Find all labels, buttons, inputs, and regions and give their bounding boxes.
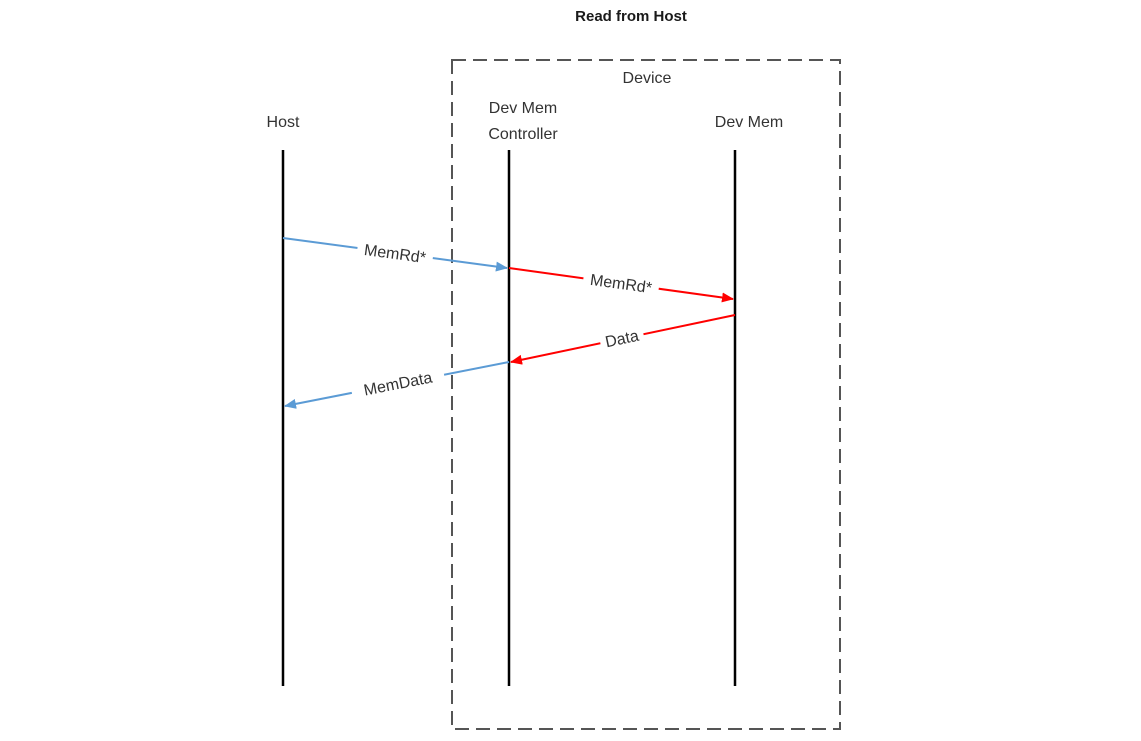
message-label-data-devmem-to-controller: Data <box>604 328 641 352</box>
device-boundary-label: Device <box>623 70 672 87</box>
message-label-bg <box>598 323 646 355</box>
lifeline-label-dev-mem-controller-line2: Controller <box>488 126 558 143</box>
message-label-bg <box>581 267 661 301</box>
lifeline-label-host: Host <box>267 114 300 131</box>
lifeline-label-dev-mem: Dev Mem <box>715 114 783 131</box>
message-label-bg <box>349 364 447 404</box>
diagram-title: Read from Host <box>575 8 687 25</box>
message-label-bg <box>355 238 435 270</box>
lifeline-label-dev-mem-controller-line1: Dev Mem <box>489 100 557 117</box>
device-boundary <box>451 59 841 730</box>
